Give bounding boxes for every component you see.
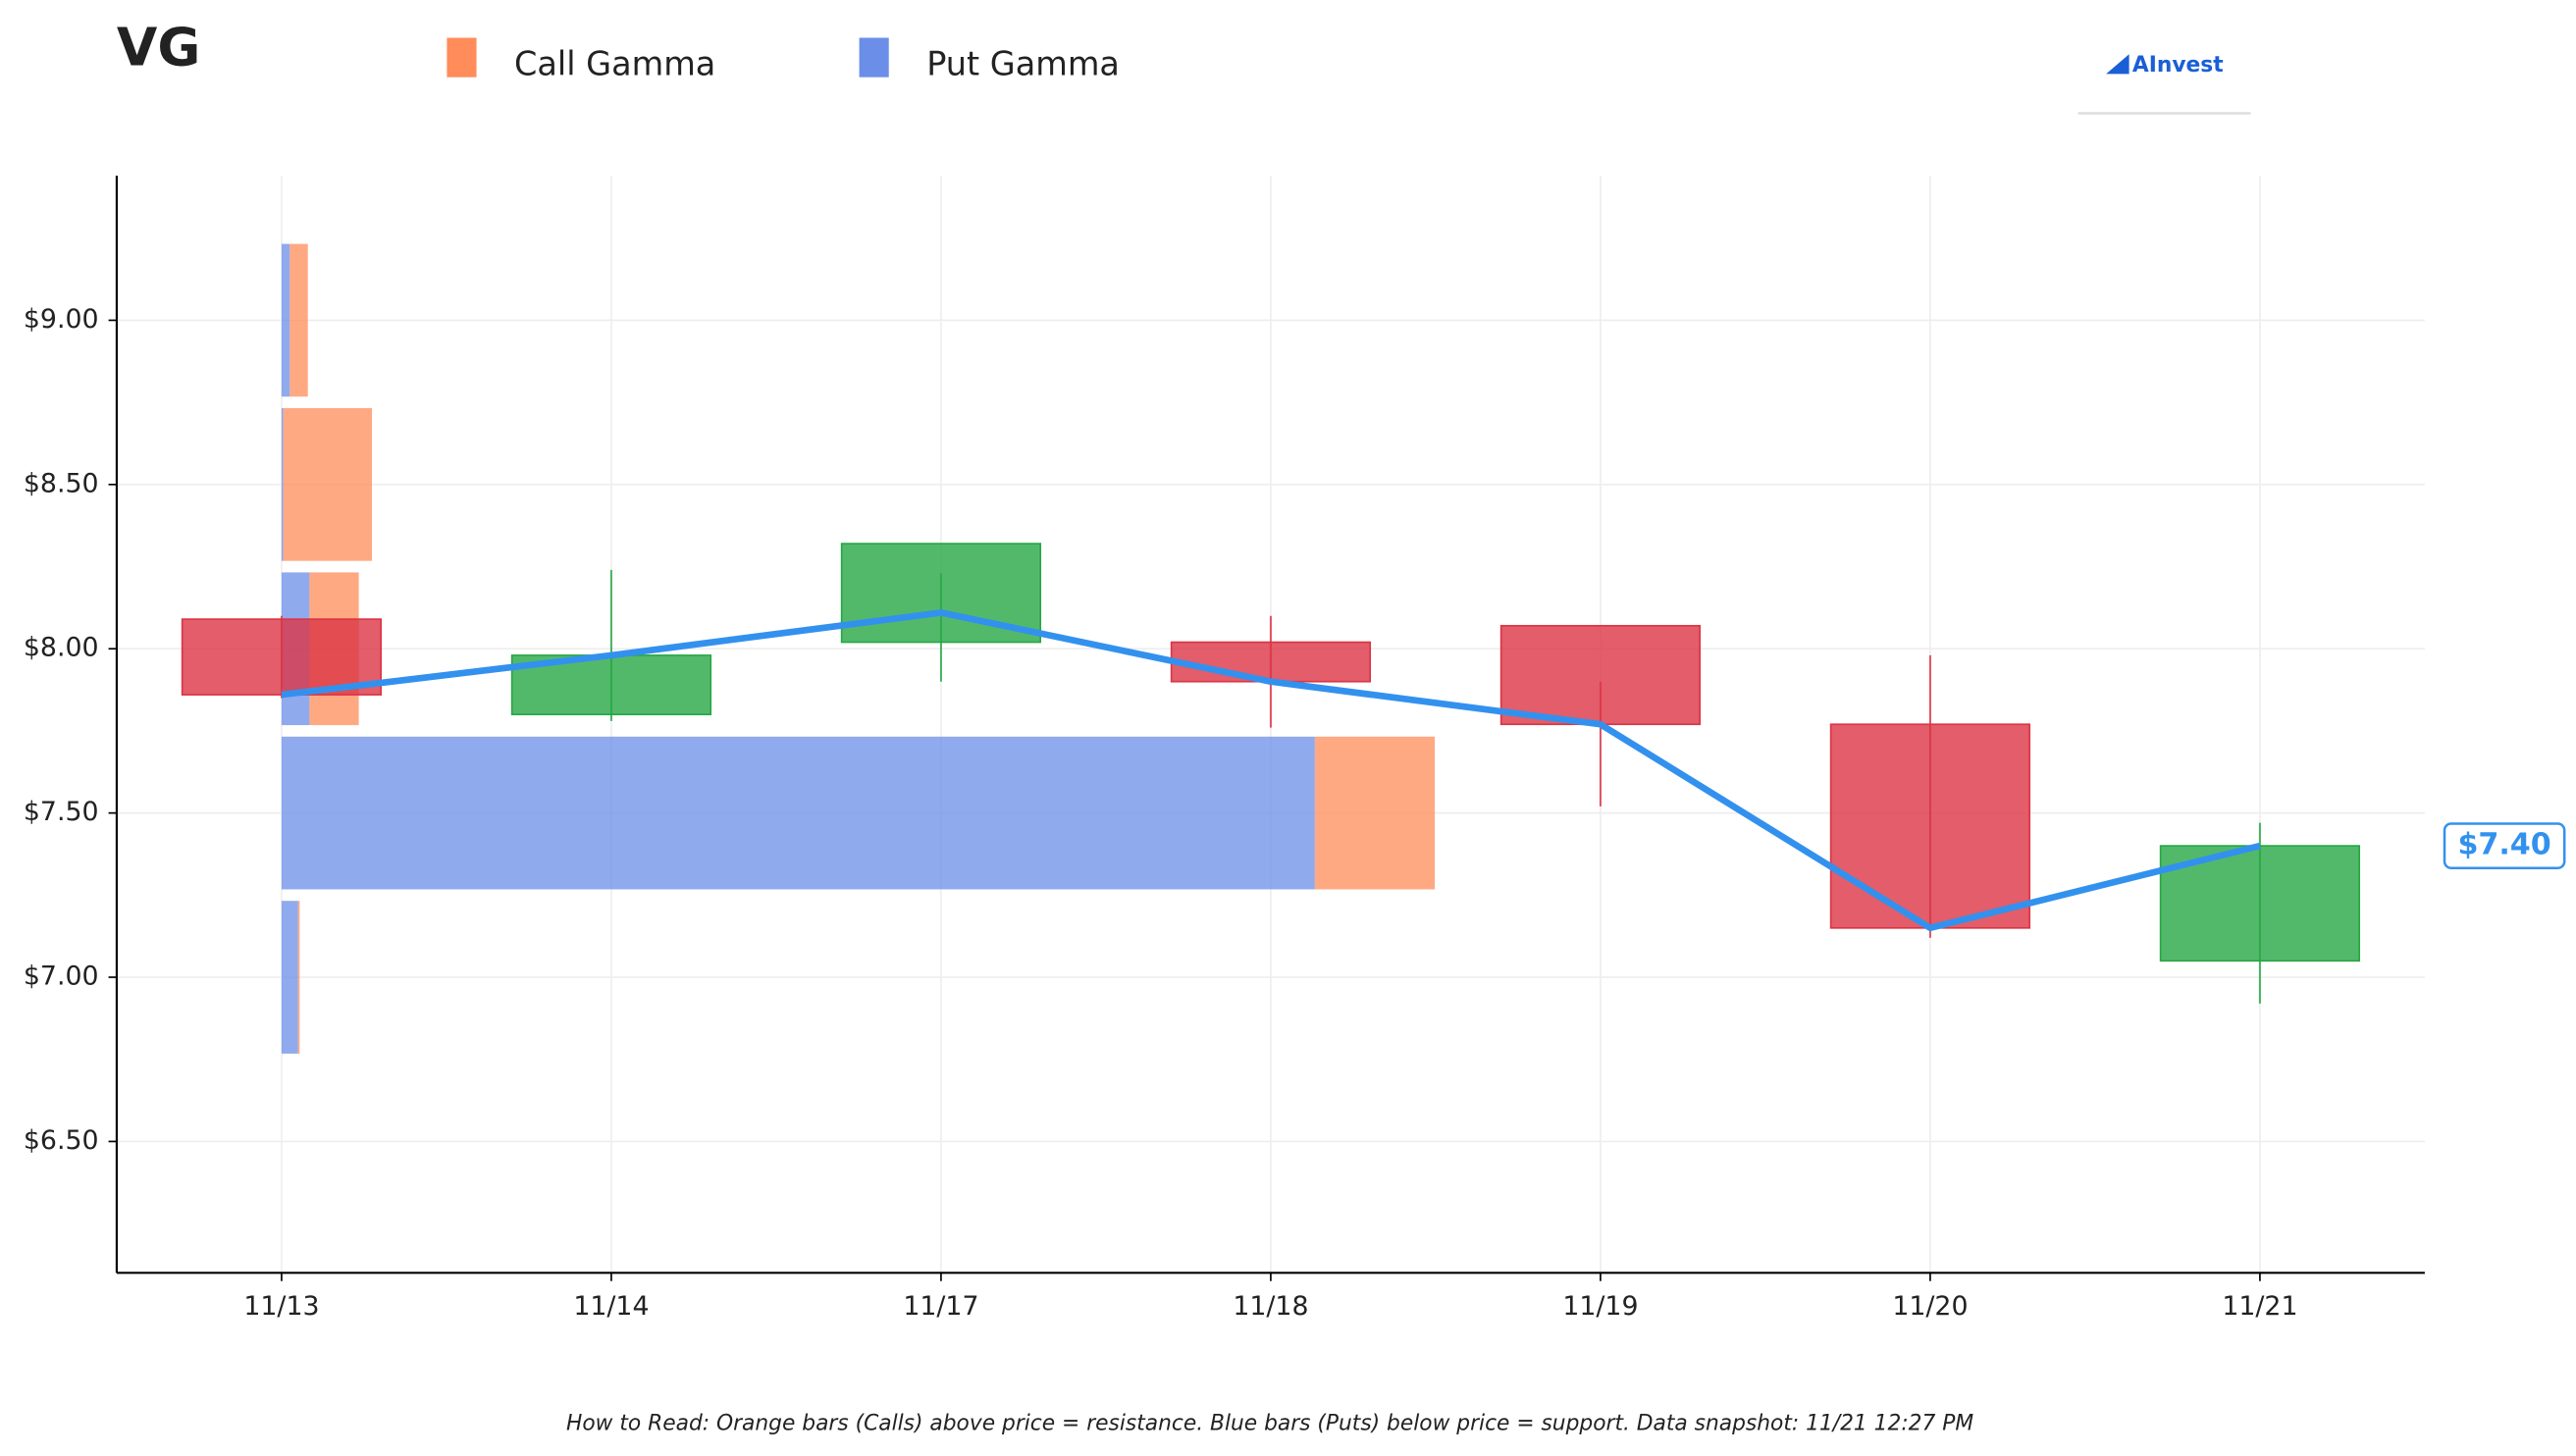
- x-tick-label: 11/18: [1233, 1291, 1308, 1322]
- y-tick-label: $8.50: [24, 468, 99, 498]
- last-price-box: [2443, 822, 2566, 869]
- gamma-bar: [289, 243, 308, 397]
- y-tick-label: $7.00: [24, 962, 99, 992]
- legend-swatch: [859, 37, 889, 78]
- x-tick-label: 11/17: [903, 1291, 978, 1322]
- gamma-bar: [281, 901, 298, 1054]
- candle-body: [181, 618, 383, 696]
- x-tick-label: 11/13: [243, 1291, 319, 1322]
- footer-note: How to Read: Orange bars (Calls) above p…: [566, 1411, 1973, 1435]
- y-tick-label: $9.00: [24, 304, 99, 335]
- brand-logo: AInvest: [2132, 53, 2224, 78]
- last-price-label: $7.40: [2457, 828, 2550, 862]
- x-tick-label: 11/20: [1892, 1291, 1968, 1322]
- x-tick-label: 11/21: [2222, 1291, 2297, 1322]
- gamma-bar: [281, 736, 1315, 890]
- gamma-bar: [1314, 736, 1436, 890]
- x-tick-label: 11/19: [1562, 1291, 1638, 1322]
- gamma-bar: [283, 407, 373, 561]
- gamma-bar: [281, 407, 284, 561]
- y-tick-label: $6.50: [24, 1125, 99, 1156]
- logo-icon: [2106, 54, 2129, 75]
- gamma-bar: [297, 901, 300, 1054]
- candle-body: [1499, 624, 1702, 726]
- gamma-bar: [281, 243, 290, 397]
- legend-label: Call Gamma: [514, 44, 715, 82]
- price-line: [281, 609, 2261, 932]
- y-tick-label: $7.50: [24, 797, 99, 827]
- legend-label: Put Gamma: [926, 44, 1120, 82]
- candle-body: [1170, 641, 1372, 683]
- chart-title: VG: [117, 17, 200, 78]
- legend-swatch: [447, 37, 477, 78]
- x-tick-label: 11/14: [573, 1291, 649, 1322]
- candle-body: [1829, 723, 2031, 929]
- plot-area: [181, 243, 2361, 1054]
- y-tick-label: $8.00: [24, 633, 99, 663]
